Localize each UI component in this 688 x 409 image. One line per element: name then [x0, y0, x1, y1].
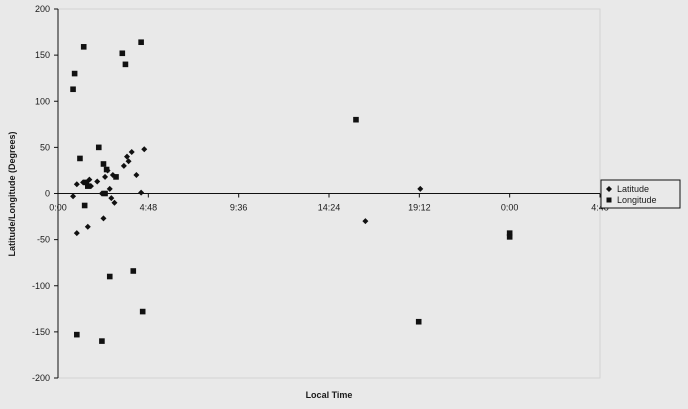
latitude-point [94, 178, 101, 185]
latitude-point [417, 185, 424, 192]
latitude-point [128, 148, 135, 155]
x-tick-label: 4:48 [591, 203, 609, 213]
y-axis: -200 -150 -100 -50 0 50 100 150 200 [32, 4, 59, 383]
longitude-point [83, 179, 90, 186]
latitude-point [100, 215, 107, 222]
legend-box [600, 179, 681, 209]
longitude-point [77, 155, 83, 162]
latitude-point [362, 218, 369, 225]
latitude-point [125, 158, 132, 165]
latitude-point [73, 230, 80, 237]
latitude-point [102, 173, 109, 180]
x-tick-label: 4:48 [140, 203, 158, 213]
longitude-point [74, 331, 80, 338]
longitude-point [80, 44, 87, 50]
longitude-point [103, 166, 110, 173]
x-axis: 0:00 4:48 9:36 14:24 19:12 0:00 4:48 [49, 193, 609, 213]
y-tick-label: 100 [35, 96, 50, 106]
legend-latitude-marker [606, 186, 612, 192]
latitude-point [111, 199, 118, 206]
latitude-point [108, 195, 115, 202]
latitude-point [141, 146, 148, 153]
latitude-point [133, 172, 140, 179]
latitude-point [124, 153, 131, 160]
longitude-point [506, 230, 513, 236]
longitude-point [84, 183, 91, 189]
latitude-point [73, 181, 80, 188]
latitude-series [70, 146, 424, 237]
legend-longitude-marker [606, 197, 612, 203]
x-tick-label: 19:12 [408, 203, 431, 213]
y-tick-label: 0 [45, 189, 50, 199]
longitude-point [353, 116, 359, 123]
longitude-point [415, 318, 422, 325]
x-tick-label: 9:36 [230, 203, 248, 213]
longitude-point [100, 161, 107, 167]
y-tick-label: -100 [32, 281, 50, 291]
y-tick-label: 200 [35, 4, 50, 14]
latitude-point [138, 189, 145, 196]
y-axis-title: Latitude/Longitude (Degrees) [7, 131, 17, 256]
longitude-point [71, 70, 78, 77]
longitude-point [81, 202, 88, 209]
y-tick-label: 50 [40, 142, 50, 152]
latitude-point [120, 162, 127, 169]
longitude-point [119, 50, 126, 57]
longitude-point [113, 174, 119, 180]
x-tick-label: 0:00 [501, 203, 519, 213]
longitude-point [99, 338, 105, 344]
longitude-series [70, 39, 513, 344]
longitude-point [95, 144, 102, 151]
longitude-point [122, 61, 129, 68]
longitude-point [130, 268, 137, 274]
longitude-point [70, 86, 76, 93]
latitude-point [106, 185, 113, 192]
longitude-point [506, 234, 513, 240]
longitude-point [138, 39, 144, 46]
x-axis-title: Local Time [306, 390, 353, 400]
longitude-point [102, 190, 108, 197]
latitude-point [84, 223, 91, 230]
legend-longitude-label: Longitude [617, 195, 657, 205]
legend-latitude-label: Latitude [617, 184, 649, 194]
longitude-point [139, 308, 146, 315]
y-tick-label: -150 [32, 327, 50, 337]
x-tick-label: 14:24 [318, 203, 341, 213]
x-tick-label: 0:00 [49, 203, 67, 213]
y-tick-label: 150 [35, 50, 50, 60]
y-tick-label: -50 [37, 235, 50, 245]
longitude-point [106, 273, 113, 280]
y-tick-label: -200 [32, 373, 50, 383]
latitude-point [70, 193, 77, 200]
